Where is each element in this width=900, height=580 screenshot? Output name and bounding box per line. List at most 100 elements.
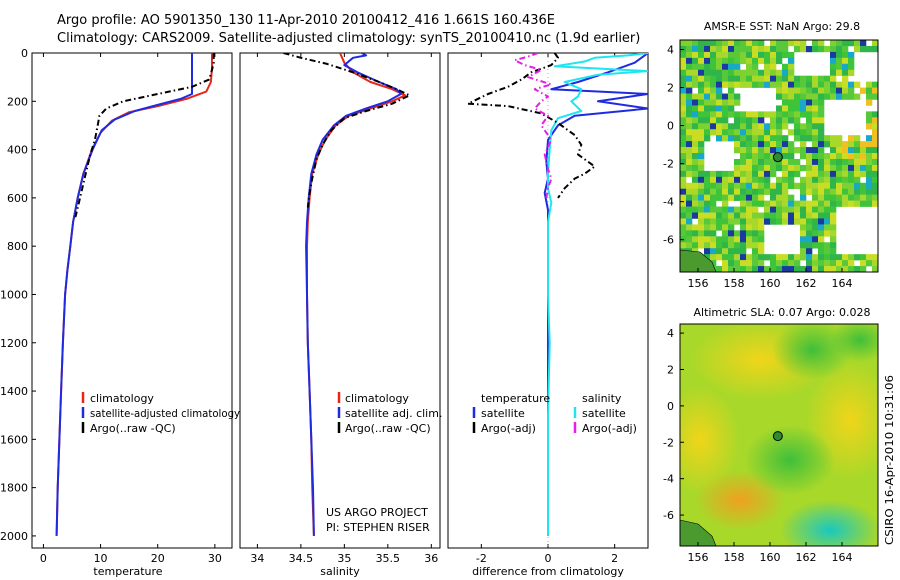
map-x-tick-label: 158 — [724, 551, 745, 564]
sst-cell — [740, 158, 747, 166]
sst-cell — [812, 194, 819, 201]
sst-cell — [812, 105, 819, 112]
sst-cell — [764, 266, 771, 272]
sst-cell — [812, 266, 819, 272]
sst-cell — [794, 111, 801, 118]
sst-cell — [686, 200, 693, 207]
sst-cell — [698, 75, 705, 82]
sst-cell — [872, 260, 878, 267]
sst-cell — [812, 129, 819, 136]
sst-cell — [704, 254, 711, 261]
sst-cell — [782, 254, 789, 261]
sst-cell — [722, 230, 729, 237]
sst-cell — [722, 105, 729, 112]
sst-cell — [728, 129, 735, 136]
sst-cell — [776, 218, 783, 225]
sst-cell — [698, 200, 705, 207]
sst-cell — [866, 87, 873, 94]
sst-cell — [818, 40, 825, 47]
sst-cell — [806, 242, 813, 249]
sst-cell — [776, 123, 783, 130]
sst-cell — [704, 135, 711, 142]
sst-cell — [866, 123, 873, 130]
sst-cell — [752, 135, 759, 142]
sst-cell — [818, 266, 825, 272]
sst-cell — [812, 158, 819, 166]
sst-cell — [704, 57, 711, 65]
map-y-tick-label: 0 — [667, 120, 674, 133]
sst-cell — [752, 218, 759, 225]
sst-cell — [788, 176, 795, 184]
sst-cell — [836, 153, 843, 160]
sst-cell — [842, 81, 849, 88]
sst-cell — [872, 141, 878, 148]
sst-cell — [746, 158, 753, 166]
sst-cell — [770, 212, 777, 219]
sst-cell — [776, 111, 783, 118]
sst-cell — [812, 111, 819, 118]
sst-cell — [704, 75, 711, 82]
sst-cell — [812, 93, 819, 100]
sst-cell — [686, 147, 693, 154]
sst-cell — [752, 153, 759, 160]
sst-cell — [782, 218, 789, 225]
sst-cell — [752, 188, 759, 195]
sst-cell — [824, 230, 831, 237]
sst-cell — [866, 194, 873, 201]
sst-cell — [734, 135, 741, 142]
sst-cell — [830, 135, 837, 142]
sst-cell — [788, 69, 795, 76]
map-y-tick-label: 0 — [667, 400, 674, 413]
sst-cell — [746, 200, 753, 207]
sst-cell — [722, 242, 729, 249]
sst-cell — [836, 63, 843, 71]
sst-cell — [704, 45, 711, 53]
sst-cell — [734, 45, 741, 53]
y-tick-label: 1400 — [0, 385, 28, 398]
sst-cell — [866, 164, 873, 172]
sst-cell — [698, 135, 705, 142]
sst-cell — [716, 93, 723, 100]
sst-cell — [740, 212, 747, 219]
sst-cell — [710, 129, 717, 136]
y-tick-label: 800 — [7, 240, 28, 253]
sst-cell — [758, 182, 765, 190]
sst-cell — [854, 182, 861, 190]
sst-cell — [728, 236, 735, 243]
sst-cell — [806, 224, 813, 231]
sst-cell — [770, 170, 777, 178]
sst-cell — [794, 87, 801, 94]
sst-cell — [698, 117, 705, 124]
sst-cell — [692, 45, 699, 53]
sst-cell — [836, 176, 843, 184]
sst-cell — [806, 170, 813, 178]
sst-cell — [746, 40, 753, 47]
sst-cell — [764, 147, 771, 154]
sst-cell — [680, 158, 687, 166]
legend-label-argo: Argo(..raw -QC) — [345, 422, 431, 435]
sst-cell — [800, 188, 807, 195]
sst-cell — [866, 117, 873, 124]
sst-cell — [830, 194, 837, 201]
sst-cell — [728, 99, 735, 106]
sst-cell — [692, 117, 699, 124]
sst-cell — [830, 69, 837, 76]
map-y-tick-label: -6 — [663, 509, 674, 522]
sst-cell — [758, 236, 765, 243]
sst-cell — [722, 123, 729, 130]
sst-cell — [770, 63, 777, 71]
sst-cell — [830, 242, 837, 249]
sst-cell — [722, 200, 729, 207]
sst-cell — [770, 75, 777, 82]
sst-cell — [704, 87, 711, 94]
y-tick-label: 600 — [7, 192, 28, 205]
sst-cell — [824, 182, 831, 190]
sst-cell — [722, 254, 729, 261]
series-line — [305, 53, 402, 536]
credit-pi: PI: STEPHEN RISER — [326, 521, 430, 534]
sst-cell — [740, 170, 747, 178]
sst-cell — [698, 176, 705, 184]
sst-cell — [722, 182, 729, 190]
sst-cell — [710, 230, 717, 237]
sst-cell — [812, 153, 819, 160]
